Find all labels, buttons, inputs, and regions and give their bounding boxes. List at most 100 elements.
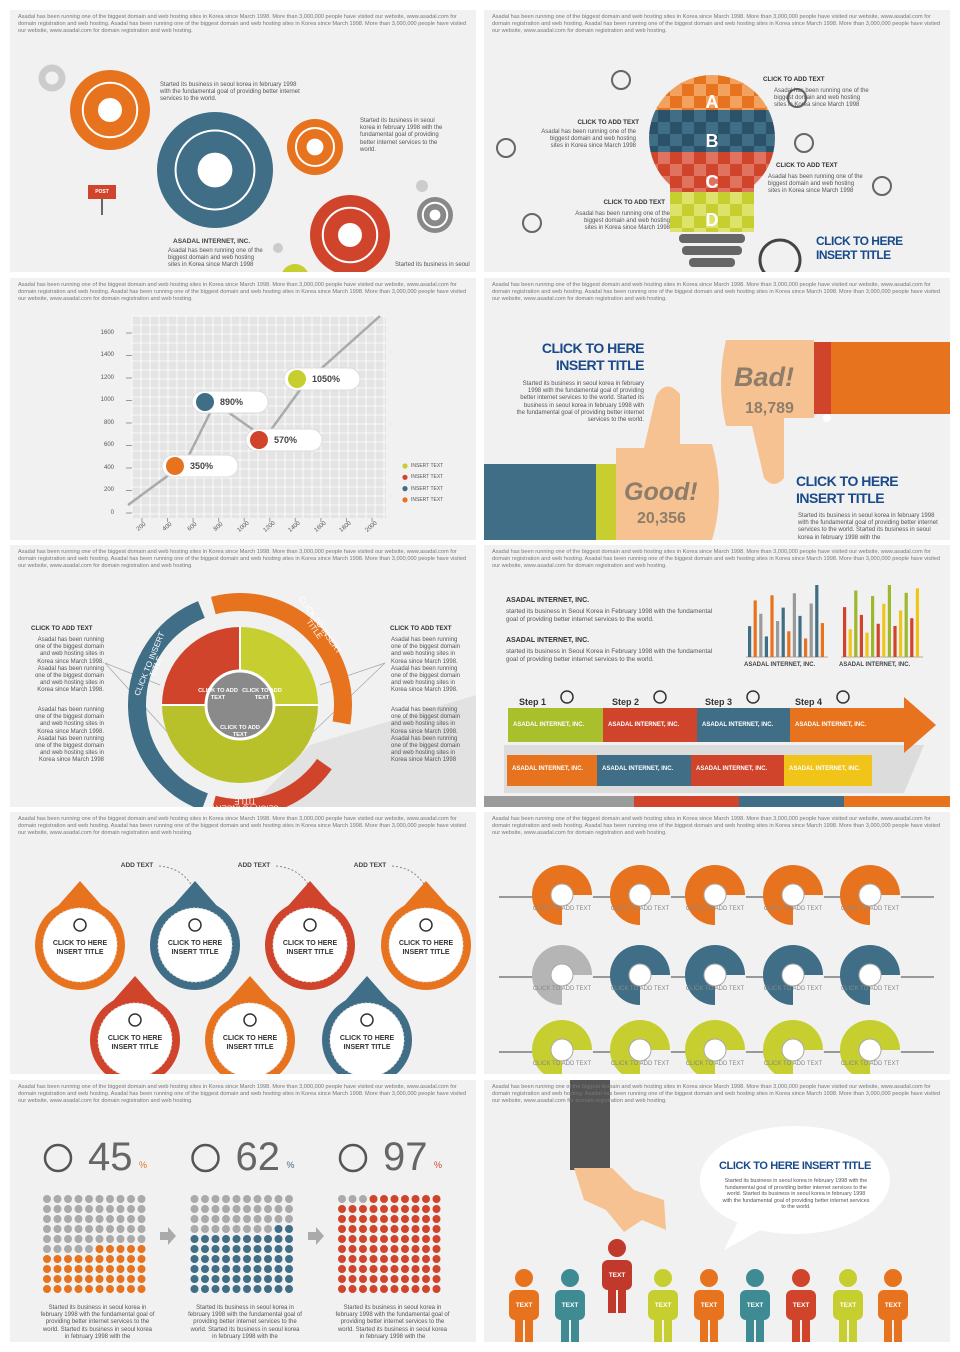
bulb-tile bbox=[682, 146, 694, 152]
block-text: started its business in Seoul Korea in F… bbox=[506, 608, 713, 623]
bar bbox=[764, 636, 768, 657]
step-box bbox=[691, 755, 784, 786]
drop-title: CLICK TO HERE INSERT TITLE bbox=[398, 940, 454, 956]
dot bbox=[274, 1205, 283, 1213]
bulb-letter: B bbox=[705, 131, 719, 151]
dot bbox=[190, 1265, 199, 1273]
dot bbox=[211, 1215, 220, 1223]
strip bbox=[739, 796, 844, 807]
dot bbox=[274, 1225, 283, 1233]
bulb-tile bbox=[706, 228, 718, 232]
dot bbox=[85, 1255, 93, 1263]
bar bbox=[854, 590, 858, 657]
bulb-tile bbox=[718, 176, 730, 188]
dot bbox=[64, 1255, 72, 1263]
dot bbox=[85, 1205, 93, 1213]
dot bbox=[190, 1205, 199, 1213]
dot bbox=[411, 1285, 420, 1293]
bulb-tile bbox=[766, 134, 775, 146]
pie-hub bbox=[703, 883, 727, 907]
bulb-tile bbox=[682, 228, 694, 232]
bulb-tile bbox=[658, 75, 670, 84]
slide-graphics bbox=[499, 865, 934, 1074]
bulb-base bbox=[682, 246, 742, 255]
dot bbox=[53, 1245, 62, 1253]
bar bbox=[815, 585, 819, 657]
dot bbox=[190, 1215, 199, 1223]
dot bbox=[264, 1275, 272, 1283]
pie-hub bbox=[781, 883, 805, 907]
bulb-tile bbox=[730, 96, 742, 108]
bulb-tile bbox=[718, 152, 730, 164]
bulb-tile bbox=[730, 176, 742, 188]
dot bbox=[380, 1265, 388, 1273]
dot bbox=[380, 1275, 388, 1283]
slide-header: Asadal has been running one of the bigge… bbox=[18, 282, 467, 302]
dot bbox=[243, 1225, 251, 1233]
dot bbox=[432, 1195, 441, 1203]
dot bbox=[64, 1275, 72, 1283]
person-head bbox=[839, 1269, 857, 1287]
dot bbox=[43, 1215, 51, 1223]
company: ASADAL INTERNET, INC. bbox=[173, 238, 251, 245]
dot bbox=[85, 1215, 93, 1223]
box-label: ASADAL INTERNET, INC. bbox=[512, 766, 584, 772]
dot bbox=[380, 1225, 388, 1233]
dot bbox=[201, 1245, 209, 1253]
dot bbox=[137, 1225, 146, 1233]
dot bbox=[53, 1265, 62, 1273]
person-leg bbox=[561, 1318, 569, 1342]
bar bbox=[787, 631, 791, 657]
dot bbox=[338, 1215, 346, 1223]
bulb-tile bbox=[694, 122, 706, 134]
slide-graphics bbox=[484, 585, 950, 807]
dot bbox=[43, 1255, 51, 1263]
dot bbox=[95, 1205, 104, 1213]
sleeve bbox=[596, 464, 618, 540]
slide: Asadal has been running one of the bigge… bbox=[484, 10, 950, 272]
person-leg bbox=[608, 1288, 616, 1313]
box-label: ASADAL INTERNET, INC. bbox=[789, 766, 861, 772]
bulb-tile bbox=[706, 96, 718, 108]
bulb-tile bbox=[670, 134, 682, 146]
bulb-tile bbox=[670, 110, 682, 122]
person-label: TEXT bbox=[515, 1302, 533, 1309]
person-head bbox=[561, 1269, 579, 1287]
pie-hub bbox=[781, 1038, 805, 1062]
bulb-tile bbox=[742, 110, 754, 122]
thumb-up bbox=[616, 386, 719, 540]
bulb-tile bbox=[670, 176, 682, 188]
bulb-tile bbox=[730, 134, 742, 146]
callout-icon bbox=[250, 431, 268, 449]
dot bbox=[106, 1255, 114, 1263]
dot bbox=[274, 1265, 283, 1273]
note: Started its business in seoul korea in f… bbox=[160, 82, 300, 103]
person-head bbox=[700, 1269, 718, 1287]
bar bbox=[776, 621, 780, 657]
bulb-tile bbox=[694, 228, 706, 232]
dot bbox=[201, 1225, 209, 1233]
dot bbox=[338, 1285, 346, 1293]
dot bbox=[64, 1195, 72, 1203]
bulb-tile bbox=[658, 176, 670, 188]
dot bbox=[137, 1255, 146, 1263]
slide-header: Asadal has been running one of the bigge… bbox=[18, 1084, 467, 1104]
bulb-tile bbox=[742, 134, 754, 146]
sign-label: POST bbox=[95, 189, 109, 195]
dot bbox=[106, 1285, 114, 1293]
bulb-tile bbox=[694, 84, 706, 96]
box-label: ASADAL INTERNET, INC. bbox=[602, 766, 674, 772]
dot bbox=[338, 1255, 346, 1263]
chart-caption: ASADAL INTERNET, INC. bbox=[744, 662, 816, 668]
arrow-head bbox=[904, 697, 936, 753]
bulb-tile bbox=[742, 108, 754, 110]
bulb-tile bbox=[742, 152, 754, 164]
bulb-tile bbox=[682, 134, 694, 146]
person-leg bbox=[710, 1318, 718, 1342]
dot bbox=[264, 1265, 272, 1273]
dot bbox=[338, 1235, 346, 1243]
dot bbox=[232, 1275, 241, 1283]
dot bbox=[390, 1275, 399, 1283]
dot bbox=[401, 1255, 409, 1263]
dot bbox=[338, 1275, 346, 1283]
